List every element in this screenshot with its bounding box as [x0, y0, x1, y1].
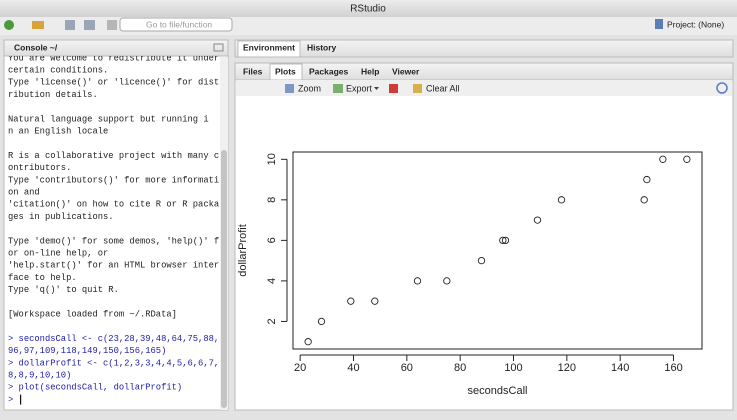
console-command: > secondsCall <- c(23,28,39,48,64,75,88,: [8, 334, 219, 344]
console-line: 'citation()' on how to cite R or R packa: [8, 200, 219, 210]
console-line: [Workspace loaded from ~/.RData]: [8, 310, 177, 320]
x-tick-label: 160: [664, 362, 682, 374]
point: [533, 216, 542, 224]
y-tick-label: 10: [266, 153, 278, 165]
refresh-icon[interactable]: [716, 82, 728, 94]
point: [659, 155, 667, 163]
toolbar-icons[interactable]: [4, 20, 117, 30]
x-tick-label: 140: [611, 362, 629, 374]
console-line: You are welcome to redistribute it under: [8, 53, 219, 63]
console-line: on and: [8, 188, 40, 198]
console-line: ges in publications.: [8, 212, 114, 222]
console-pane: [3, 39, 229, 411]
point: [557, 196, 566, 204]
x-tick-label: 120: [558, 362, 576, 374]
console-line: Type 'license()' or 'licence()' for dist: [8, 78, 219, 88]
console-output: You are welcome to redistribute it under…: [8, 53, 219, 405]
tab-label[interactable]: Packages: [309, 66, 348, 76]
project-menu[interactable]: Project: (None): [667, 19, 724, 29]
project-icon: [655, 19, 663, 29]
point: [477, 256, 486, 265]
console-line: ribution details.: [8, 90, 98, 100]
zoom-icon: [285, 84, 294, 93]
x-tick-label: 40: [347, 362, 359, 374]
environment-tabs: Environment History: [237, 40, 337, 58]
tab-label[interactable]: Files: [243, 66, 263, 76]
console-line: certain conditions.: [8, 66, 108, 76]
console-prompt: >: [8, 395, 13, 405]
plot-toolbar: [236, 80, 732, 96]
window-title: RStudio: [350, 4, 386, 15]
plot-box: [292, 151, 703, 350]
export-button[interactable]: Export: [346, 83, 373, 93]
point: [304, 338, 312, 346]
point: [371, 297, 379, 305]
x-tick-label: 20: [294, 362, 306, 374]
point: [413, 277, 422, 285]
tab-label[interactable]: History: [307, 42, 337, 52]
point: [640, 196, 648, 204]
x-tick-label: 100: [504, 362, 522, 374]
console-line: ontributors.: [8, 163, 71, 173]
tab-label[interactable]: Viewer: [392, 66, 420, 76]
console-command: > plot(secondsCall, dollarProfit): [8, 383, 182, 393]
export-icon: [333, 84, 343, 93]
y-tick-label: 6: [266, 237, 278, 243]
viewer-tabs: Files Plots Packages Help Viewer: [243, 63, 420, 81]
tab-label[interactable]: Help: [361, 66, 379, 76]
tab-label[interactable]: Environment: [243, 42, 295, 52]
y-tick-label: 2: [266, 318, 278, 324]
x-tick-label: 60: [401, 362, 413, 374]
zoom-button[interactable]: Zoom: [298, 83, 321, 93]
title-bar: [0, 0, 737, 17]
point: [683, 155, 691, 163]
scrollbar-thumb[interactable]: [221, 150, 227, 408]
clear-all-button[interactable]: Clear All: [426, 83, 460, 93]
y-axis-title: dollarProfit: [237, 224, 249, 277]
console-command: 96,97,109,118,149,150,156,165): [8, 346, 166, 356]
point: [443, 277, 451, 285]
clear-icon: [413, 84, 422, 93]
console-header: [3, 39, 229, 57]
tab-label[interactable]: Plots: [275, 66, 296, 76]
console-line: 'help.start()' for an HTML browser inter: [8, 261, 219, 271]
console-line: Natural language support but running i: [8, 114, 209, 124]
point: [501, 236, 510, 245]
point: [347, 297, 355, 305]
x-axis-title: secondsCall: [468, 385, 528, 397]
point: [643, 175, 651, 184]
active-tab: [237, 40, 301, 58]
console-line: face to help.: [8, 273, 77, 283]
x-tick-label: 80: [454, 362, 466, 374]
cursor: [20, 394, 22, 405]
console-line: or on-line help, or: [8, 249, 108, 259]
point: [317, 317, 326, 326]
console-line: R is a collaborative project with many c: [8, 151, 219, 161]
console-line: Type 'contributors()' for more informati: [8, 175, 219, 185]
console-line: n an English locale: [8, 127, 108, 137]
viewer-pane: [234, 62, 734, 411]
point: [499, 236, 507, 245]
console-command: > dollarProfit <- c(1,2,3,3,4,4,5,6,6,7,: [8, 358, 219, 368]
export-arrow: [374, 87, 379, 90]
y-tick-label: 8: [266, 197, 278, 203]
console-title: Console ~/: [14, 42, 58, 52]
remove-plot-icon[interactable]: [389, 84, 398, 93]
console-command: 8,8,9,10,10): [8, 371, 71, 381]
y-tick-label: 4: [266, 278, 278, 284]
maximize-icon[interactable]: [213, 43, 224, 52]
plot: 20 40 60 80 100 120 140 160 2 4 6 8 10 secondsCall dol…: [237, 151, 703, 397]
search-box[interactable]: [119, 17, 233, 32]
console-line: Type 'q()' to quit R.: [8, 285, 119, 295]
console-line: Type 'demo()' for some demos, 'help()' f: [8, 236, 219, 246]
environment-pane: [234, 39, 734, 58]
search-placeholder: Go to file/function: [146, 19, 212, 29]
